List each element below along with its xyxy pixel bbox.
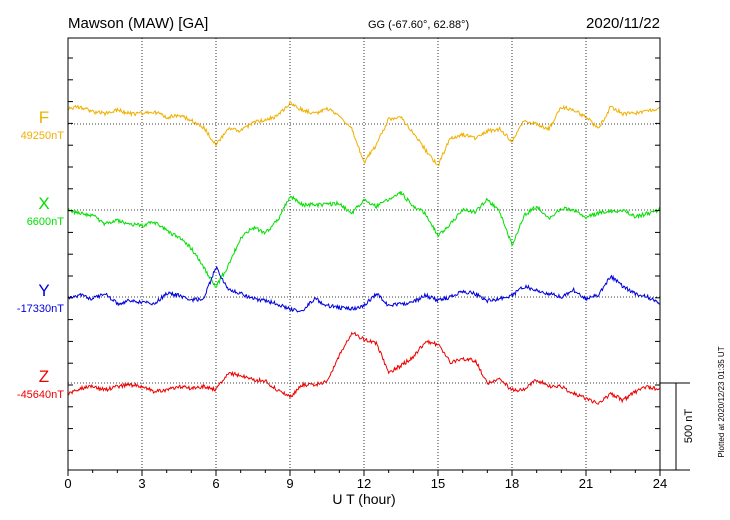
- series-labels: F 49250nT X 6600nT Y -17330nT Z -45640nT: [17, 108, 64, 401]
- x-tick-label: 21: [579, 476, 593, 491]
- series-name-z: Z: [39, 367, 49, 386]
- coords-label: GG (-67.60°, 62.88°): [368, 19, 469, 31]
- series-line-f: [67, 100, 661, 166]
- x-tick-label: 6: [212, 476, 219, 491]
- series-name-f: F: [39, 108, 49, 127]
- x-tick-label: 15: [431, 476, 445, 491]
- scale-bar: 500 nT: [660, 382, 695, 471]
- station-title: Mawson (MAW) [GA]: [68, 15, 208, 32]
- x-tick-label: 0: [64, 476, 71, 491]
- series-line-x: [67, 190, 661, 289]
- grid: [68, 38, 660, 470]
- series-baseline-z: -45640nT: [17, 389, 64, 401]
- x-tick-label: 18: [505, 476, 519, 491]
- x-axis-label: U T (hour): [332, 491, 395, 507]
- series-line-z: [67, 331, 661, 405]
- series-lines: [67, 100, 661, 405]
- series-name-y: Y: [38, 281, 49, 300]
- x-tick-label: 3: [138, 476, 145, 491]
- x-tick-label: 24: [653, 476, 667, 491]
- scale-bar-label: 500 nT: [683, 409, 695, 444]
- series-baseline-y: -17330nT: [17, 303, 64, 315]
- series-baseline-f: 49250nT: [21, 130, 65, 142]
- series-name-x: X: [38, 194, 49, 213]
- series-baseline-x: 6600nT: [27, 216, 65, 228]
- x-tick-label: 9: [286, 476, 293, 491]
- series-line-y: [67, 265, 661, 313]
- x-tick-label: 12: [357, 476, 371, 491]
- x-axis: 0 3 6 9 12 15 18 21 24: [64, 57, 667, 491]
- date-label: 2020/11/22: [586, 15, 660, 32]
- plotted-timestamp: Plotted at 2020/12/23 01:35 UT: [717, 346, 726, 457]
